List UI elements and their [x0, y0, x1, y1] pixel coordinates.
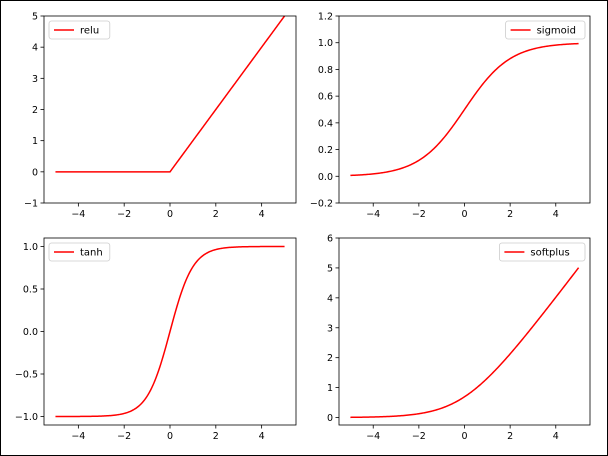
- x-tick-label: 2: [213, 209, 219, 220]
- x-tick-label: 0: [167, 209, 173, 220]
- x-tick-label: −4: [71, 209, 85, 220]
- x-tick-label: 4: [553, 431, 559, 442]
- y-tick-label: −0.5: [15, 370, 38, 381]
- x-tick-label: −2: [412, 431, 426, 442]
- x-tick-label: 2: [213, 431, 219, 442]
- y-tick-label: 6: [327, 234, 333, 245]
- x-tick-label: 4: [553, 209, 559, 220]
- x-tick-label: −4: [366, 431, 380, 442]
- y-tick-label: 0.4: [318, 118, 333, 129]
- x-tick-label: 4: [259, 209, 265, 220]
- y-tick-label: 0.0: [318, 172, 333, 183]
- subplot-tanh: −4 −2 0 2 4 −1.0 −0.5 0.0 0.5 1.0 tanh: [15, 237, 297, 442]
- legend: tanh: [48, 242, 111, 262]
- x-tick-label: 0: [461, 431, 467, 442]
- y-tick-label: 3: [327, 323, 333, 334]
- y-tick-label: 5: [32, 12, 38, 23]
- x-tick-label: 0: [461, 209, 467, 220]
- y-tick-label: −0.2: [310, 199, 333, 210]
- legend: softplus: [498, 242, 586, 262]
- y-tick-label: −1.0: [15, 412, 38, 423]
- y-tick-label: 1.2: [318, 12, 333, 23]
- legend-box: [48, 242, 111, 262]
- y-tick-label: 0.8: [318, 65, 333, 76]
- legend: relu: [48, 20, 111, 40]
- y-tick-label: 2: [32, 105, 38, 116]
- y-tick-label: 1.0: [23, 242, 38, 253]
- legend-label: relu: [80, 26, 99, 37]
- y-tick-label: 4: [32, 43, 38, 54]
- x-tick-label: 4: [259, 431, 265, 442]
- x-tick-label: 2: [507, 431, 513, 442]
- x-tick-label: 2: [507, 209, 513, 220]
- y-tick-label: 2: [327, 353, 333, 364]
- legend: sigmoid: [505, 20, 586, 40]
- y-tick-label: 1: [32, 136, 38, 147]
- series-line-tanh: [55, 245, 285, 418]
- y-tick-label: −1: [24, 199, 38, 210]
- y-tick-label: 0.2: [318, 145, 333, 156]
- legend-label: tanh: [80, 248, 103, 259]
- x-tick-label: −4: [71, 431, 85, 442]
- legend-box: [48, 20, 111, 40]
- y-tick-label: 3: [32, 74, 38, 85]
- legend-label: sigmoid: [537, 26, 576, 37]
- legend-box: [505, 20, 586, 40]
- y-tick-label: 4: [327, 293, 333, 304]
- y-tick-label: 1.0: [318, 38, 333, 49]
- subplot-softplus: −4 −2 0 2 4 0 1 2 3 4 5 6 softplus: [327, 234, 591, 442]
- y-tick-label: 0.0: [23, 327, 38, 338]
- x-tick-label: 0: [167, 431, 173, 442]
- x-tick-label: −2: [117, 209, 131, 220]
- y-tick-label: 0.5: [23, 285, 38, 296]
- y-tick-label: 1: [327, 383, 333, 394]
- series-line-sigmoid: [350, 42, 579, 177]
- y-tick-label: 0.6: [318, 92, 333, 103]
- subplot-sigmoid: −4 −2 0 2 4 −0.2 0.0 0.2 0.4 0.6 0.8 1.0 1.2 sigmoid: [310, 12, 591, 220]
- series-line-softplus: [350, 267, 580, 419]
- y-tick-label: 5: [327, 263, 333, 274]
- y-tick-label: 0: [327, 413, 333, 424]
- x-tick-label: −2: [412, 209, 426, 220]
- series-line-relu: [55, 15, 286, 173]
- legend-box: [498, 242, 586, 262]
- legend-label: softplus: [530, 248, 569, 259]
- subplot-relu: −4 −2 0 2 4 −1 0 1 2 3 4 5 relu: [24, 12, 297, 220]
- y-tick-label: 0: [32, 167, 38, 178]
- x-tick-label: −2: [117, 431, 131, 442]
- x-tick-label: −4: [366, 209, 380, 220]
